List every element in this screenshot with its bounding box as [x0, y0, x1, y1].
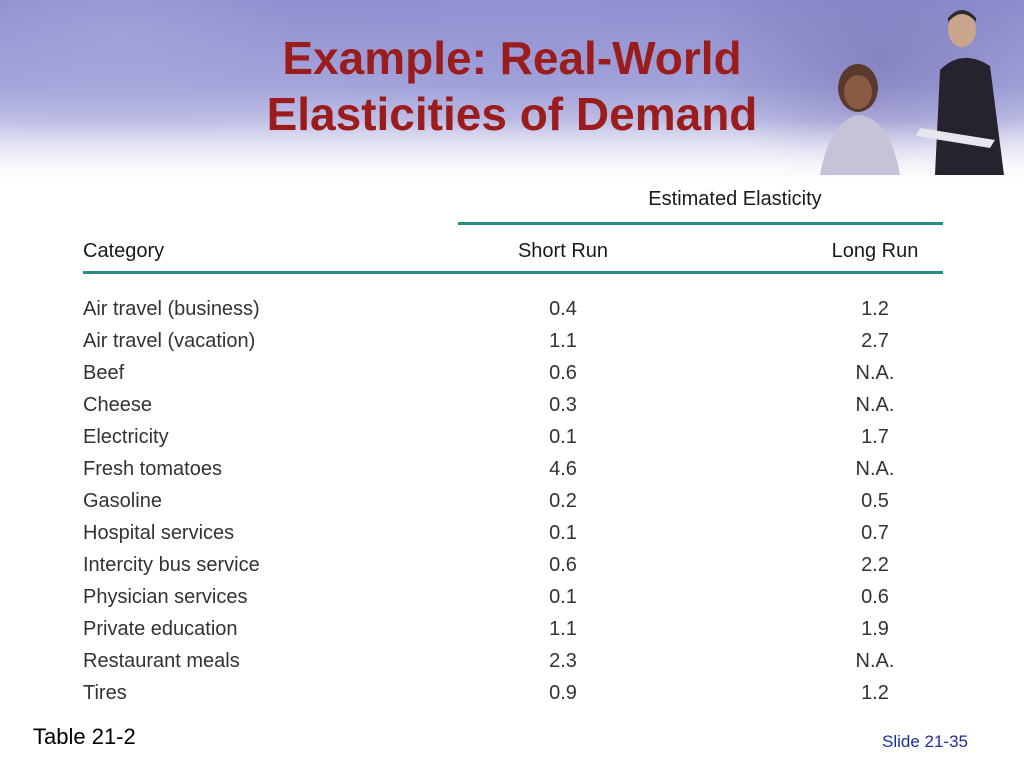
table-row: Gasoline 0.2 0.5	[0, 486, 1024, 518]
table-row: Intercity bus service 0.6 2.2	[0, 550, 1024, 582]
category-cell: Air travel (business)	[83, 298, 260, 320]
long-run-cell: 0.5	[861, 490, 889, 512]
column-header-rule	[83, 271, 943, 274]
long-run-cell: 2.7	[861, 330, 889, 352]
short-run-cell: 0.1	[549, 522, 577, 544]
table-row: Private education 1.1 1.9	[0, 614, 1024, 646]
table-row: Physician services 0.1 0.6	[0, 582, 1024, 614]
category-cell: Electricity	[83, 426, 169, 448]
category-cell: Gasoline	[83, 490, 162, 512]
long-run-cell: N.A.	[855, 394, 895, 416]
short-run-cell: 4.6	[549, 458, 577, 480]
banner-photo-people	[790, 0, 1024, 175]
long-run-cell: 0.7	[861, 522, 889, 544]
short-run-cell: 0.4	[549, 298, 577, 320]
category-cell: Beef	[83, 362, 125, 384]
table-row: Cheese 0.3 N.A.	[0, 390, 1024, 422]
table-row: Beef 0.6 N.A.	[0, 358, 1024, 390]
long-run-cell: 0.6	[861, 586, 889, 608]
column-header-long-run: Long Run	[831, 240, 919, 262]
long-run-cell: 1.7	[861, 426, 889, 448]
slide-number: Slide 21-35	[882, 732, 969, 751]
column-header-category: Category	[83, 240, 165, 262]
category-cell: Fresh tomatoes	[83, 458, 222, 480]
long-run-cell: 1.9	[861, 618, 889, 640]
long-run-cell: N.A.	[855, 458, 895, 480]
category-cell: Tires	[83, 682, 127, 704]
short-run-cell: 2.3	[549, 650, 577, 672]
table-row: Electricity 0.1 1.7	[0, 422, 1024, 454]
category-cell: Private education	[83, 618, 238, 640]
short-run-cell: 1.1	[549, 618, 577, 640]
group-header-rule	[458, 222, 943, 225]
long-run-cell: N.A.	[855, 650, 895, 672]
short-run-cell: 0.2	[549, 490, 577, 512]
slide-title-line-1: Example: Real-World	[282, 32, 742, 84]
short-run-cell: 0.9	[549, 682, 577, 704]
long-run-cell: 2.2	[861, 554, 889, 576]
table-row: Air travel (vacation) 1.1 2.7	[0, 326, 1024, 358]
category-cell: Cheese	[83, 394, 152, 416]
column-header-short-run: Short Run	[517, 240, 609, 262]
table-row: Hospital services 0.1 0.7	[0, 518, 1024, 550]
long-run-cell: 1.2	[861, 682, 889, 704]
short-run-cell: 0.6	[549, 362, 577, 384]
short-run-cell: 0.1	[549, 586, 577, 608]
category-cell: Hospital services	[83, 522, 235, 544]
category-cell: Air travel (vacation)	[83, 330, 256, 352]
long-run-cell: 1.2	[861, 298, 889, 320]
table-source-label: Table 21-2	[33, 724, 136, 749]
short-run-cell: 0.6	[549, 554, 577, 576]
short-run-cell: 0.3	[549, 394, 577, 416]
table-row: Fresh tomatoes 4.6 N.A.	[0, 454, 1024, 486]
table-row: Tires 0.9 1.2	[0, 678, 1024, 710]
category-cell: Intercity bus service	[83, 554, 260, 576]
short-run-cell: 0.1	[549, 426, 577, 448]
category-cell: Restaurant meals	[83, 650, 240, 672]
table-row: Restaurant meals 2.3 N.A.	[0, 646, 1024, 678]
short-run-cell: 1.1	[549, 330, 577, 352]
estimated-elasticity-header: Estimated Elasticity	[648, 188, 822, 210]
category-cell: Physician services	[83, 586, 248, 608]
long-run-cell: N.A.	[855, 362, 895, 384]
slide-title-line-2: Elasticities of Demand	[266, 88, 758, 140]
table-row: Air travel (business) 0.4 1.2	[0, 294, 1024, 326]
slide-title: Example: Real-World Elasticities of Dema…	[0, 30, 1024, 142]
